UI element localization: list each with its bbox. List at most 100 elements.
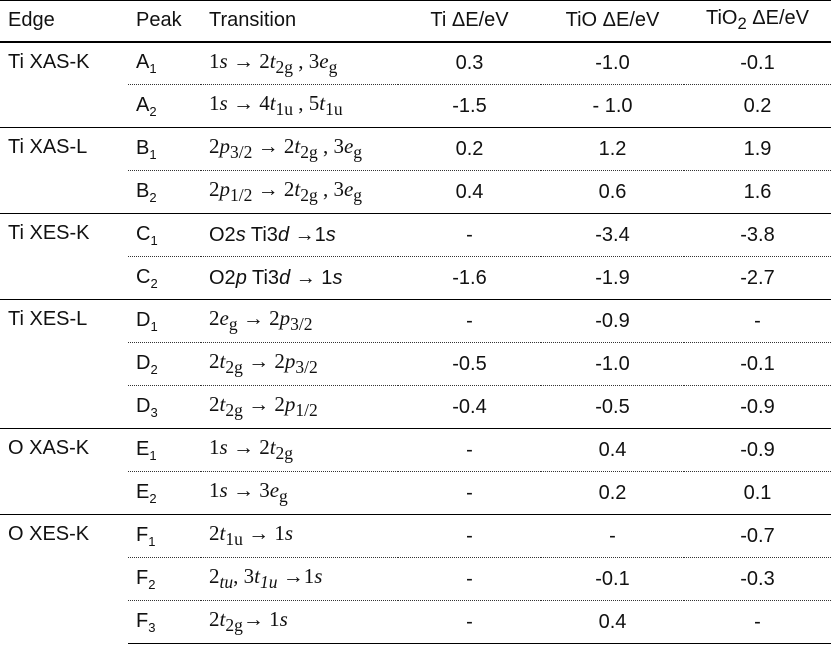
ti-value-cell: -0.4: [398, 385, 541, 429]
peak-cell: F2: [128, 557, 201, 601]
peak-cell: F1: [128, 514, 201, 558]
table-row: F2 2tu, 3t1u →1s - -0.1 -0.3: [0, 557, 831, 601]
ti-value-cell: -1.6: [398, 256, 541, 300]
peak-cell: F3: [128, 600, 201, 644]
tio-value-cell: 0.4: [541, 428, 684, 472]
ti-value-cell: -0.5: [398, 342, 541, 386]
tio2-value-cell: -0.1: [684, 342, 831, 386]
table-row: Ti XAS-L B1 2p3/2 → 2t2g , 3eg 0.2 1.2 1.9: [0, 127, 831, 214]
tio2-value-cell: 1.6: [684, 170, 831, 214]
tio-value-cell: -: [541, 514, 684, 558]
header-transition: Transition: [201, 0, 398, 43]
transition-cell: 2tu, 3t1u →1s: [201, 557, 398, 601]
tio2-value-cell: -: [684, 299, 831, 343]
table-header: Edge Peak Transition Ti ΔE/eV TiO ΔE/eV …: [0, 0, 831, 43]
header-edge: Edge: [0, 0, 128, 43]
tio2-value-cell: -0.3: [684, 557, 831, 601]
tio-value-cell: 0.6: [541, 170, 684, 214]
tio2-value-cell: 0.2: [684, 84, 831, 128]
header-tio2-suffix: ΔE/eV: [746, 7, 810, 30]
table-row: D3 2t2g → 2p1/2 -0.4 -0.5 -0.9: [0, 385, 831, 429]
tio-value-cell: -0.5: [541, 385, 684, 429]
edge-cell: O XES-K: [0, 514, 128, 644]
table-row: Ti XES-K C1 O2s Ti3d →1s - -3.4 -3.8: [0, 213, 831, 300]
tio-value-cell: -0.9: [541, 299, 684, 343]
header-peak: Peak: [128, 0, 201, 43]
peak-cell: E2: [128, 471, 201, 515]
peak-cell: C1: [128, 213, 201, 257]
table-row: B2 2p1/2 → 2t2g , 3eg 0.4 0.6 1.6: [0, 170, 831, 214]
header-tio2-prefix: TiO: [705, 7, 738, 30]
transition-cell: 2p3/2 → 2t2g , 3eg: [201, 127, 398, 171]
ti-value-cell: -: [398, 213, 541, 257]
tio-value-cell: 0.2: [541, 471, 684, 515]
table-row: O XAS-K E1 1s → 2t2g -0.4 -0.9: [0, 428, 831, 515]
transition-cell: 1s → 2t2g , 3eg: [209, 48, 338, 77]
transition-cell: 1s → 3eg: [201, 471, 398, 515]
ti-value-cell: -: [398, 600, 541, 644]
table-body: Ti XAS-K A1 1s → 2t2g , 3eg 0.3 -1.0 -0.1 A2 1s…: [0, 42, 831, 644]
transition-cell: 1s → 4t1u , 5t1u: [201, 84, 398, 128]
peak-cell: D3: [128, 385, 201, 429]
header-tio: TiO ΔE/eV: [541, 0, 684, 43]
ti-value-cell: 0.2: [398, 127, 541, 171]
peak-cell: C2: [128, 256, 201, 300]
ti-value-cell: -: [398, 299, 541, 343]
edge-cell: O XAS-K: [0, 428, 128, 515]
table-row: F3 2t2g→ 1s -0.4-: [0, 600, 831, 644]
tio-value-cell: 0.4: [541, 600, 684, 644]
table-row: O XES-K F1 2t1u → 1s - - -0.7: [0, 514, 831, 644]
ti-value-cell: -1.5: [398, 84, 541, 128]
header-tio2-sub: 2: [737, 14, 747, 34]
peak-cell: D1: [128, 299, 201, 343]
peak-cell: E1: [128, 428, 201, 472]
ti-value-cell: -: [398, 514, 541, 558]
tio-value-cell: -1.0: [595, 51, 630, 74]
ti-value-cell: 0.4: [398, 170, 541, 214]
table-row: C2 O2p Ti3d → 1s -1.6 -1.9 -2.7: [0, 256, 831, 300]
peak-cell: B2: [128, 170, 201, 214]
transition-cell: O2p Ti3d → 1s: [201, 256, 398, 300]
tio-value-cell: -0.1: [541, 557, 684, 601]
table-row: D2 2t2g → 2p3/2 -0.5 -1.0 -0.1: [0, 342, 831, 386]
tio2-value-cell: -0.7: [684, 514, 831, 558]
transition-cell: 2t2g → 2p3/2: [201, 342, 398, 386]
tio2-value-cell: -: [684, 600, 831, 644]
tio2-value-cell: -0.9: [684, 428, 831, 472]
ti-value-cell: 0.3: [455, 51, 484, 74]
edge-cell: Ti XES-L: [0, 299, 128, 429]
ti-value-cell: -: [398, 557, 541, 601]
tio2-value-cell: 1.9: [684, 127, 831, 171]
transition-cell: 2p1/2 → 2t2g , 3eg: [201, 170, 398, 214]
ti-value-cell: -: [398, 471, 541, 515]
table-row: Ti XAS-K A1 1s → 2t2g , 3eg 0.3 -1.0 -0.1: [0, 42, 831, 85]
tio-value-cell: -1.9: [541, 256, 684, 300]
table-row: Ti XES-L D1 2eg → 2p3/2- -0.9-: [0, 299, 831, 429]
tio2-value-cell: -0.9: [684, 385, 831, 429]
tio2-value-cell: -2.7: [684, 256, 831, 300]
tio2-value-cell: -3.8: [684, 213, 831, 257]
transition-cell: 2t2g → 2p1/2: [201, 385, 398, 429]
transition-cell: 2t2g→ 1s: [201, 600, 398, 644]
transition-cell: O2s Ti3d →1s: [201, 213, 398, 257]
transition-cell: 2t1u → 1s: [201, 514, 398, 558]
edge-cell: Ti XAS-L: [0, 127, 128, 214]
transition-cell: 1s → 2t2g: [201, 428, 398, 472]
header-tio2: TiO2 ΔE/eV: [684, 0, 831, 43]
edge-cell: Ti XAS-K: [8, 50, 90, 73]
header-ti: Ti ΔE/eV: [398, 0, 541, 43]
transition-cell: 2eg → 2p3/2: [201, 299, 398, 343]
table-row: E2 1s → 3eg -0.2 0.1: [0, 471, 831, 515]
tio-value-cell: -1.0: [541, 342, 684, 386]
ti-value-cell: -: [398, 428, 541, 472]
peak-cell: A1: [136, 50, 157, 76]
tio-value-cell: 1.2: [541, 127, 684, 171]
tio-value-cell: -3.4: [541, 213, 684, 257]
peak-cell: D2: [128, 342, 201, 386]
table-row: A2 1s → 4t1u , 5t1u -1.5- 1.0 0.2: [0, 84, 831, 128]
edge-cell: Ti XES-K: [0, 213, 128, 300]
peak-cell: B1: [128, 127, 201, 171]
tio2-value-cell: 0.1: [684, 471, 831, 515]
tio-value-cell: - 1.0: [541, 84, 684, 128]
